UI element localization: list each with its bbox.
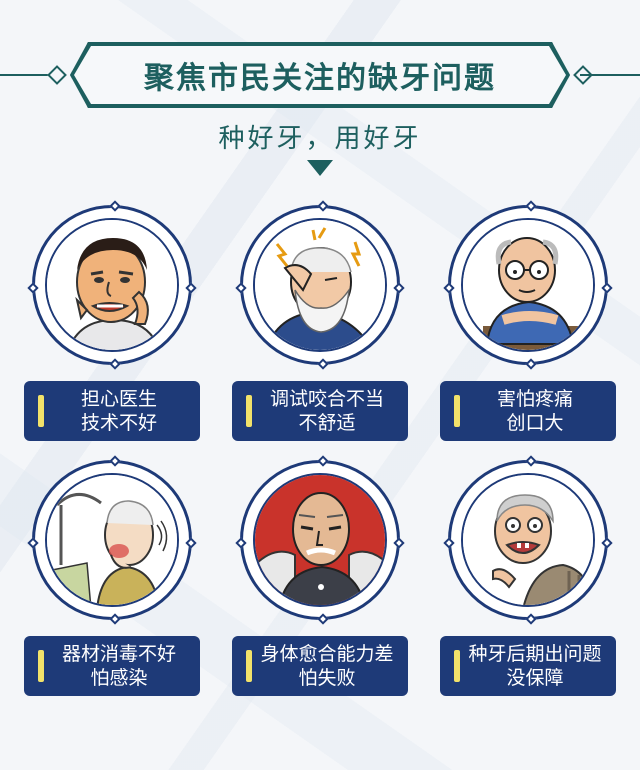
label-accent-bar (454, 650, 460, 682)
concern-card: 器材消毒不好 怕感染 (24, 455, 200, 696)
label-line-1: 担心医生 (80, 388, 157, 410)
label-line-1: 害怕疼痛 (496, 388, 573, 410)
label-accent-bar (38, 650, 44, 682)
decor-line-right (580, 74, 640, 76)
label-line-2: 怕失败 (298, 667, 356, 689)
label-line-2: 怕感染 (90, 667, 148, 689)
concern-label: 担心医生 技术不好 (24, 381, 200, 441)
page-title: 聚焦市民关注的缺牙问题 (144, 61, 496, 96)
decor-diamond-left (47, 65, 67, 85)
patient-dental-chair-icon (45, 473, 179, 607)
concern-label: 器材消毒不好 怕感染 (24, 636, 200, 696)
elderly-man-headache-icon (253, 218, 387, 352)
concern-card: 身体愈合能力差 怕失败 (232, 455, 408, 696)
concern-label: 调试咬合不当 不舒适 (232, 381, 408, 441)
elderly-man-seated-icon (253, 473, 387, 607)
label-line-1: 种牙后期出问题 (468, 643, 602, 665)
label-accent-bar (246, 395, 252, 427)
concern-label: 种牙后期出问题 没保障 (440, 636, 616, 696)
concern-card: 调试咬合不当 不舒适 (232, 200, 408, 441)
elderly-woman-missing-teeth-icon (461, 473, 595, 607)
header-banner: 聚焦市民关注的缺牙问题 (0, 34, 640, 116)
label-accent-bar (246, 650, 252, 682)
concern-label: 害怕疼痛 创口大 (440, 381, 616, 441)
label-accent-bar (38, 395, 44, 427)
label-accent-bar (454, 395, 460, 427)
label-line-2: 没保障 (506, 667, 564, 689)
concern-card: 种牙后期出问题 没保障 (440, 455, 616, 696)
down-arrow-icon (307, 160, 333, 176)
label-line-2: 技术不好 (80, 412, 157, 434)
label-line-2: 不舒适 (298, 412, 356, 434)
banner-frame (70, 42, 570, 108)
label-line-1: 器材消毒不好 (61, 643, 176, 665)
label-line-2: 创口大 (506, 412, 564, 434)
worried-man-toothache-icon (45, 218, 179, 352)
elderly-man-glasses-icon (461, 218, 595, 352)
page-subtitle: 种好牙，用好牙 (218, 124, 422, 154)
label-line-1: 身体愈合能力差 (260, 643, 394, 665)
label-line-1: 调试咬合不当 (269, 388, 384, 410)
decor-line-left (0, 74, 60, 76)
concern-card: 害怕疼痛 创口大 (440, 200, 616, 441)
concern-card: 担心医生 技术不好 (24, 200, 200, 441)
concern-label: 身体愈合能力差 怕失败 (232, 636, 408, 696)
